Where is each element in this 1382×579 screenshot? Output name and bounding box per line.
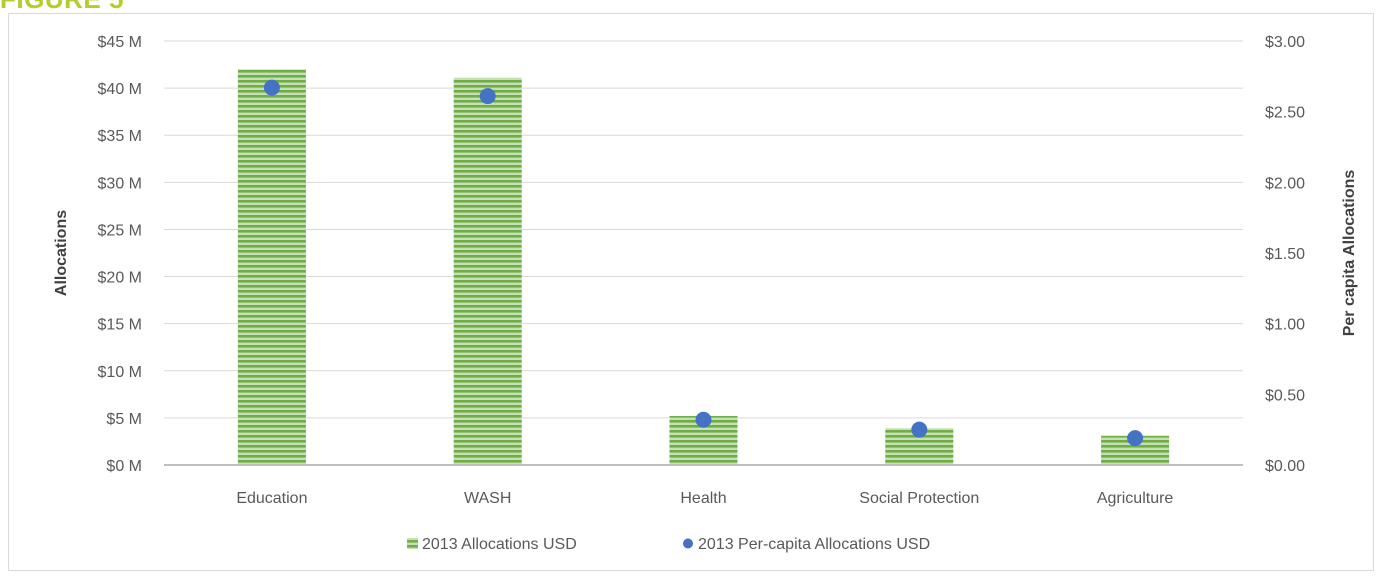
left-tick-label: $10 M [98, 364, 142, 381]
left-tick-label: $0 M [106, 458, 142, 475]
bar [238, 69, 306, 465]
left-tick-label: $30 M [98, 175, 142, 192]
left-tick-label: $15 M [98, 317, 142, 334]
right-tick-label: $2.00 [1265, 175, 1305, 192]
category-label: Education [236, 490, 307, 507]
gridlines [164, 41, 1243, 418]
legend: 2013 Allocations USD 2013 Per-capita All… [407, 536, 930, 553]
right-tick-label: $2.50 [1265, 105, 1305, 122]
data-point [480, 88, 496, 104]
category-labels: Education WASH Health Social Protection Agri… [236, 490, 1173, 507]
legend-bar-swatch [407, 538, 418, 549]
bar [454, 78, 522, 465]
left-tick-label: $25 M [98, 222, 142, 239]
right-tick-label: $1.00 [1265, 317, 1305, 334]
dot-series [264, 80, 1143, 447]
y2-axis-title: Per capita Allocations [1341, 170, 1358, 337]
left-tick-label: $20 M [98, 270, 142, 287]
data-point [264, 80, 280, 96]
bar-series [238, 69, 1169, 465]
left-tick-label: $45 M [98, 34, 142, 51]
left-tick-label: $40 M [98, 81, 142, 98]
category-label: Social Protection [859, 490, 979, 507]
right-tick-label: $1.50 [1265, 246, 1305, 263]
right-tick-label: $0.50 [1265, 387, 1305, 404]
category-label: Health [680, 490, 726, 507]
legend-bar-label: 2013 Allocations USD [422, 536, 577, 553]
data-point [1127, 430, 1143, 446]
right-tick-label: $0.00 [1265, 458, 1305, 475]
legend-dot-swatch [683, 539, 693, 549]
legend-dot-label: 2013 Per-capita Allocations USD [698, 536, 930, 553]
left-tick-label: $35 M [98, 128, 142, 145]
category-label: Agriculture [1097, 490, 1174, 507]
data-point [696, 412, 712, 428]
left-tick-label: $5 M [106, 411, 142, 428]
data-point [911, 422, 927, 438]
right-tick-label: $3.00 [1265, 34, 1305, 51]
left-axis-ticks: $0 M $5 M $10 M $15 M $20 M $25 M $30 M $35 M $4… [98, 34, 142, 475]
right-axis-ticks: $0.00 $0.50 $1.00 $1.50 $2.00 $2.50 $3.00 [1265, 34, 1305, 475]
category-label: WASH [464, 490, 511, 507]
y-axis-title: Allocations [53, 210, 70, 296]
